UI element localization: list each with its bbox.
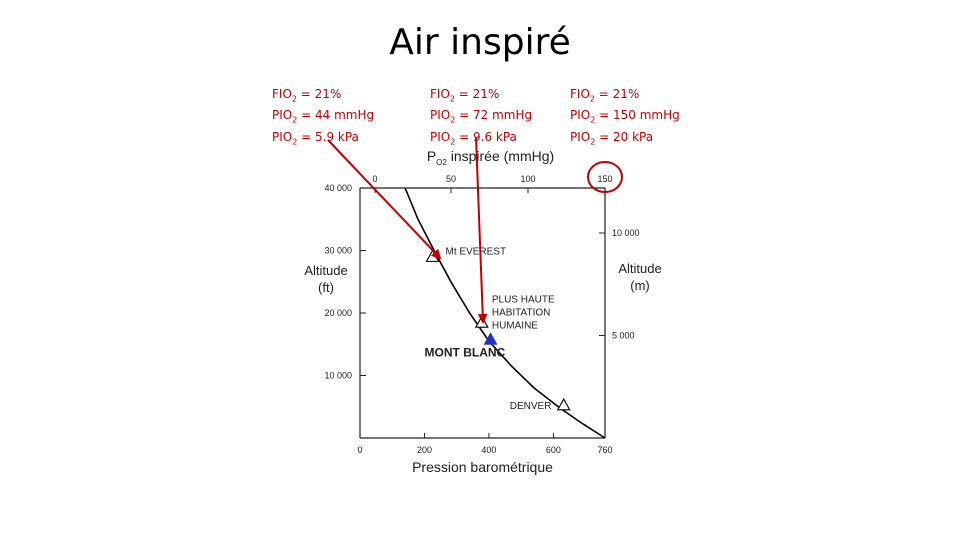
bottom-tick-label: 400 xyxy=(481,445,496,455)
bottom-tick-label: 200 xyxy=(417,445,432,455)
left-tick-label: 30 000 xyxy=(324,246,352,256)
landmark-marker xyxy=(556,397,571,411)
landmark-label: MONT BLANC xyxy=(425,345,506,359)
landmark-label: Mt EVEREST xyxy=(446,247,507,258)
bottom-tick-label: 0 xyxy=(357,445,362,455)
x2-axis-title: PO2 inspirée (mmHg) xyxy=(427,148,554,167)
top-tick-label: 100 xyxy=(520,174,535,184)
top-tick-label: 50 xyxy=(446,174,456,184)
landmark-label: HUMAINE xyxy=(492,320,538,331)
landmark-label: PLUS HAUTE xyxy=(492,294,555,305)
landmark-marker-filled xyxy=(483,332,498,345)
annotation-arrow xyxy=(475,136,488,324)
annotation-habitation: FIO2 = 21% PIO2 = 72 mmHg PIO2 = 9.6 kPa xyxy=(430,86,532,150)
annotation-line: PIO2 = 5.9 kPa xyxy=(272,129,359,147)
annotation-line: FIO2 = 21% xyxy=(430,87,500,104)
annotation-sea-level: FIO2 = 21% PIO2 = 150 mmHg PIO2 = 20 kPa xyxy=(570,86,680,150)
annotation-line: FIO2 = 21% xyxy=(570,87,640,104)
left-tick-label: 20 000 xyxy=(324,308,352,318)
highlight-circle xyxy=(587,161,623,193)
right-tick-label: 10 000 xyxy=(612,228,640,238)
y-axis-title-left: (ft) xyxy=(318,280,334,295)
bottom-tick-label: 760 xyxy=(597,445,612,455)
right-tick-label: 5 000 xyxy=(612,330,635,340)
annotation-line: FIO2 = 21% xyxy=(272,87,342,104)
overlay-layer xyxy=(327,136,623,324)
plot-layer: 0 200 400 600 760 0 50 100 150 10 000 20 000 30 000… xyxy=(304,148,661,475)
slide-title: Air inspiré xyxy=(389,22,571,63)
annotation-line: PIO2 = 20 kPa xyxy=(570,129,654,147)
x-axis-title: Pression barométrique xyxy=(412,459,553,475)
y-axis-title-left: Altitude xyxy=(304,263,347,278)
landmark-label: DENVER xyxy=(510,401,552,412)
y-axis-title-right: (m) xyxy=(630,278,650,293)
annotation-everest: FIO2 = 21% PIO2 = 44 mmHg PIO2 = 5.9 kPa xyxy=(272,86,374,150)
bottom-tick-label: 600 xyxy=(546,445,561,455)
annotation-arrow xyxy=(327,139,442,260)
left-tick-label: 10 000 xyxy=(324,371,352,381)
y-axis-title-right: Altitude xyxy=(618,261,661,276)
annotation-line: PIO2 = 72 mmHg xyxy=(430,108,533,125)
landmark-label: HABITATION xyxy=(492,307,551,318)
annotation-line: PIO2 = 9.6 kPa xyxy=(430,129,517,147)
left-tick-label: 40 000 xyxy=(324,183,352,193)
annotation-line: PIO2 = 44 mmHg xyxy=(272,108,375,125)
top-tick-label: 150 xyxy=(597,174,612,184)
top-tick-label: 0 xyxy=(372,174,377,184)
annotation-line: PIO2 = 150 mmHg xyxy=(570,108,680,125)
